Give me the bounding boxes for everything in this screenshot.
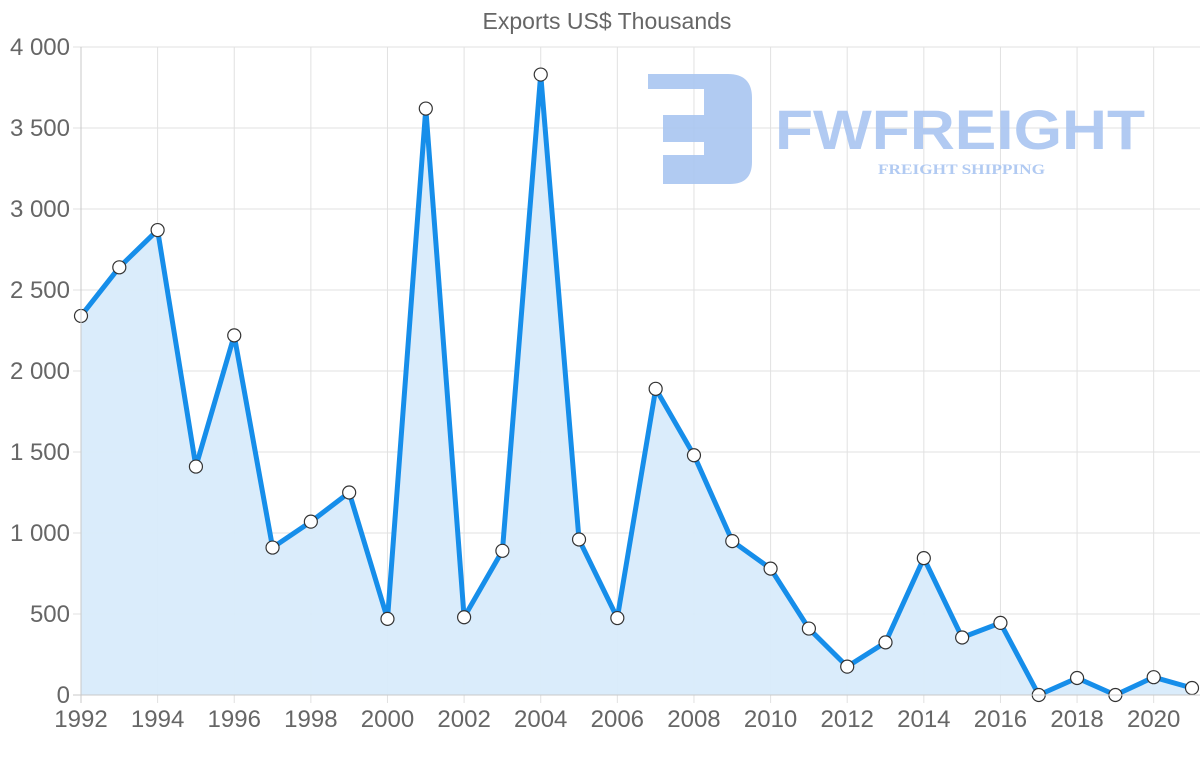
x-tick-label: 2004 [514,706,567,733]
data-point-2015[interactable] [955,630,970,645]
x-tick-label: 2002 [437,706,490,733]
y-tick-label: 1 500 [10,439,70,466]
data-point-2021[interactable] [1184,680,1200,696]
data-point-1993[interactable] [112,260,127,275]
y-tick-label: 2 500 [10,277,70,304]
brand-name: FWFREIGHT [775,98,1145,161]
x-axis-labels: 1992 1994 1996 1998 2000 2002 2004 2006 2008 2010… [54,706,1180,733]
data-point-2009[interactable] [725,533,740,549]
data-point-2000[interactable] [380,611,395,626]
data-point-2014[interactable] [916,551,931,566]
x-tick-label: 2008 [667,706,720,733]
axes [73,47,1200,703]
x-tick-label: 2006 [591,706,644,733]
watermark-logo: FWFREIGHT FREIGHT SHIPPING [648,74,1145,184]
y-axis-labels: 0 500 1 000 1 500 2 000 2 500 3 000 3 500 4 000 [10,34,70,709]
chart-title: Exports US$ Thousands [482,8,732,34]
y-tick-label: 3 500 [10,115,70,142]
data-point-2013[interactable] [878,635,893,650]
data-point-2003[interactable] [495,543,510,558]
y-tick-label: 4 000 [10,34,70,61]
area-fill [81,74,1192,695]
data-point-1997[interactable] [265,540,280,555]
y-tick-label: 500 [30,601,70,628]
data-point-2004[interactable] [533,67,548,82]
x-tick-label: 1998 [284,706,337,733]
y-tick-label: 0 [57,682,70,709]
data-point-2018[interactable] [1069,670,1085,686]
data-point-2012[interactable] [840,659,855,674]
data-point-2011[interactable] [801,621,816,636]
data-point-2010[interactable] [763,561,778,576]
data-point-2008[interactable] [686,448,702,463]
data-point-2020[interactable] [1146,670,1161,685]
y-tick-label: 3 000 [10,196,70,223]
data-point-2006[interactable] [610,610,625,626]
y-tick-label: 1 000 [10,520,70,547]
data-point-2002[interactable] [457,610,472,625]
x-tick-label: 1994 [131,706,184,733]
y-tick-label: 2 000 [10,358,70,385]
data-point-markers [73,67,1200,703]
data-point-2016[interactable] [993,615,1008,631]
brand-logo-icon [648,74,752,184]
x-tick-label: 1992 [54,706,107,733]
x-tick-label: 2020 [1127,706,1180,733]
data-point-1994[interactable] [150,222,165,238]
x-tick-label: 2012 [821,706,874,733]
data-point-1999[interactable] [342,485,357,500]
x-tick-label: 2000 [361,706,414,733]
data-point-2005[interactable] [571,532,587,547]
data-point-1996[interactable] [227,328,242,343]
x-tick-label: 2010 [744,706,797,733]
x-tick-label: 2018 [1050,706,1103,733]
data-point-1998[interactable] [303,514,318,529]
x-tick-label: 2014 [897,706,950,733]
data-point-2007[interactable] [648,381,663,396]
data-point-2001[interactable] [418,101,433,116]
x-tick-label: 2016 [974,706,1027,733]
data-point-1995[interactable] [188,459,204,474]
brand-tagline: FREIGHT SHIPPING [878,162,1045,178]
x-tick-label: 1996 [208,706,261,733]
series-line [79,72,1193,698]
